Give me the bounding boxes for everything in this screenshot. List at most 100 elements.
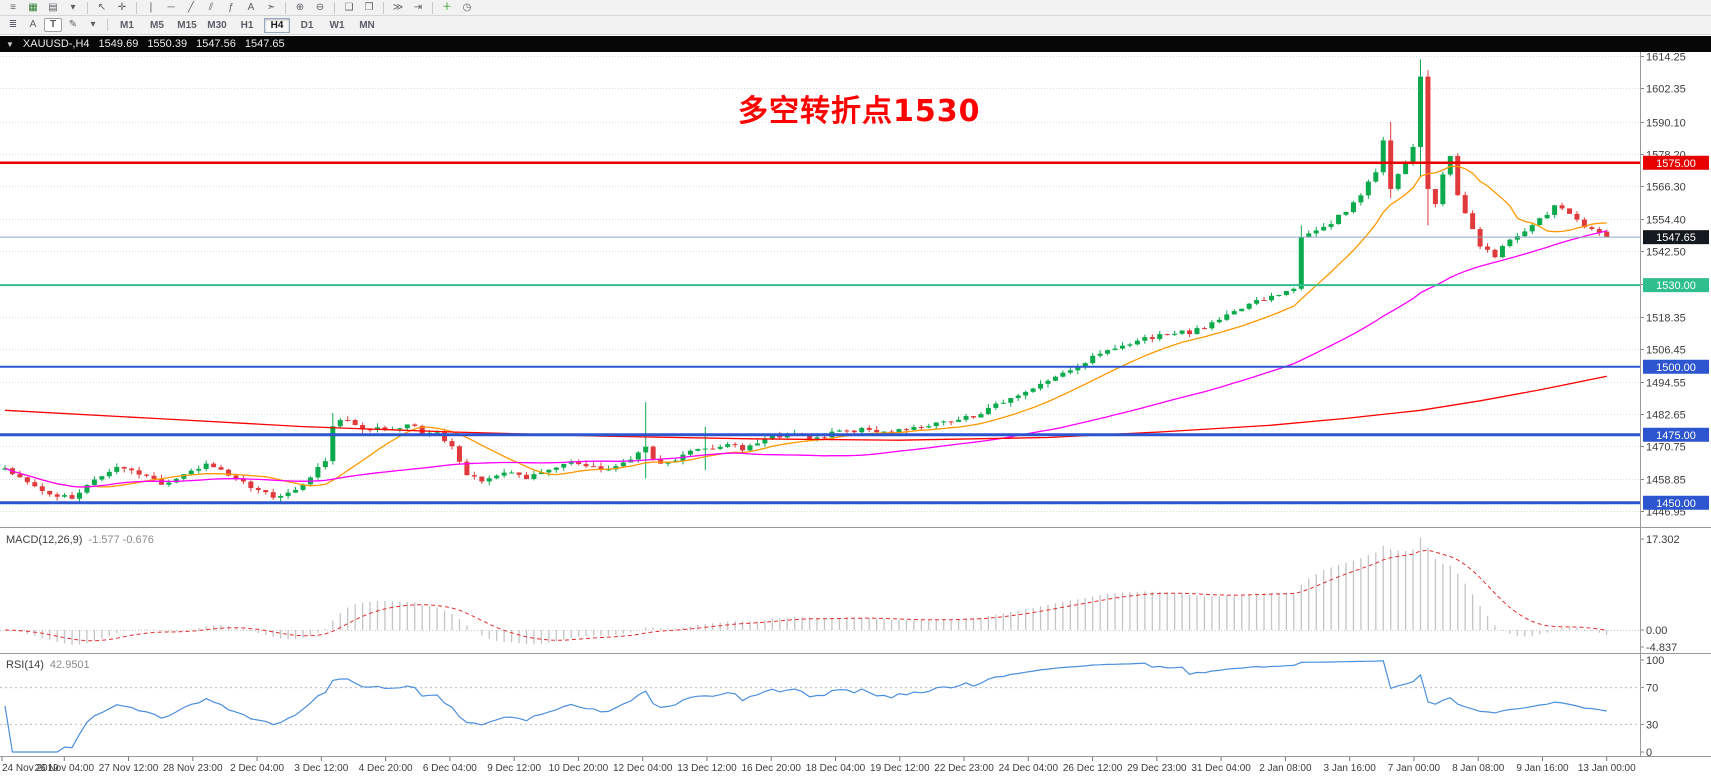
- ohlc-low: 1547.56: [196, 38, 236, 50]
- rsi-label: RSI(14) 42.9501: [6, 659, 90, 671]
- menu-icon[interactable]: ≡: [10, 1, 16, 13]
- macd-axis-tick: 0.00: [1646, 625, 1667, 637]
- collapse-icon[interactable]: ▼: [6, 39, 14, 49]
- macd-axis-tick: 17.302: [1646, 534, 1680, 546]
- rsi-axis-tick: 0: [1646, 747, 1652, 759]
- time-tick: 6 Dec 04:00: [423, 763, 477, 774]
- time-tick: 18 Dec 04:00: [806, 763, 866, 774]
- time-tick: 10 Dec 20:00: [549, 763, 609, 774]
- price-tick: 1566.30: [1646, 182, 1686, 194]
- price-tick: 1494.55: [1646, 378, 1686, 390]
- rsi-value: 42.9501: [49, 659, 90, 671]
- time-tick: 26 Nov 04:00: [35, 763, 95, 774]
- cascade-windows-icon[interactable]: ❐: [364, 1, 374, 13]
- price-tick: 1482.65: [1646, 410, 1686, 422]
- time-tick: 28 Nov 23:00: [163, 763, 223, 774]
- time-tick: 22 Dec 23:00: [934, 763, 994, 774]
- timeframe-d1[interactable]: D1: [300, 19, 314, 31]
- annotate-a-icon[interactable]: A: [29, 19, 37, 30]
- toolbar-separator: [334, 1, 335, 14]
- price-badges: 1575.00 1547.65 1530.00 1500.00 1475.00 1450.…: [1643, 155, 1709, 510]
- timeframe-m1[interactable]: M1: [120, 19, 134, 31]
- current-price-badge: 1547.65: [1656, 232, 1696, 244]
- chart-annotation: 多空转折点1530: [738, 94, 981, 129]
- toolbar-separator: [285, 1, 286, 14]
- macd-label: MACD(12,26,9) -1.577 -0.676: [6, 534, 154, 546]
- text-icon[interactable]: A: [247, 1, 255, 13]
- timeframe-mn[interactable]: MN: [359, 19, 375, 31]
- time-tick: 9 Jan 16:00: [1516, 763, 1569, 774]
- price-tick: 1506.45: [1646, 345, 1686, 357]
- macd-values: -1.577 -0.676: [88, 534, 154, 546]
- profiles-icon[interactable]: ▤: [48, 1, 58, 13]
- time-tick: 3 Jan 16:00: [1324, 763, 1377, 774]
- symbol-label: XAUUSD-,H4: [22, 38, 90, 50]
- crosshair-icon[interactable]: ✛: [117, 1, 127, 13]
- objects-list-icon[interactable]: ≣: [8, 19, 18, 30]
- macd-panel: 17.302 0.00 -4.837: [0, 534, 1680, 654]
- draw-tools-icon[interactable]: ✎: [68, 19, 78, 30]
- chart-shift-icon[interactable]: ⇥: [413, 1, 423, 13]
- level-badge: 1450.00: [1656, 498, 1696, 510]
- timeframe-h4[interactable]: H4: [264, 17, 290, 33]
- time-tick: 19 Dec 12:00: [870, 763, 930, 774]
- moving-averages: [4, 165, 1607, 488]
- zoom-out-icon[interactable]: ⊖: [315, 1, 325, 13]
- timeframe-m5[interactable]: M5: [150, 19, 164, 31]
- toolbar-main: ≡ ▦ ▤ ▾ ↖ ✛ ❘ ─ ╱ ⫽ ƒ A ➣ ⊕ ⊖ ❏ ❐ ≫ ⇥ ＋ ◷: [0, 0, 1711, 16]
- auto-scroll-icon[interactable]: ≫: [392, 1, 404, 13]
- time-tick: 12 Dec 04:00: [613, 763, 673, 774]
- time-tick: 13 Dec 12:00: [677, 763, 737, 774]
- time-tick: 3 Dec 12:00: [294, 763, 348, 774]
- rsi-name: RSI(14): [6, 659, 44, 671]
- zoom-in-icon[interactable]: ⊕: [295, 1, 305, 13]
- time-tick: 13 Jan 00:00: [1578, 763, 1636, 774]
- ohlc-high: 1550.39: [147, 38, 188, 50]
- macd-axis-tick: -4.837: [1646, 642, 1677, 654]
- new-chart-icon[interactable]: ▦: [28, 1, 38, 13]
- toolbar-separator: [136, 1, 137, 14]
- timeframe-m30[interactable]: M30: [207, 19, 227, 31]
- arrow-label-icon[interactable]: ➣: [266, 1, 276, 13]
- vertical-line-icon[interactable]: ❘: [146, 1, 156, 13]
- textbox-icon[interactable]: T: [44, 18, 62, 32]
- ohlc-close: 1547.65: [244, 38, 285, 50]
- chart-canvas[interactable]: 1614.251602.351590.101578.201566.301554.…: [0, 52, 1711, 783]
- cursor-icon[interactable]: ↖: [97, 1, 107, 13]
- rsi-panel: 100 70 30 0: [0, 655, 1664, 759]
- time-tick: 26 Dec 12:00: [1063, 763, 1123, 774]
- time-tick: 24 Nov 2019: [2, 763, 59, 774]
- fibonacci-icon[interactable]: ƒ: [228, 1, 234, 13]
- level-badge: 1530.00: [1656, 280, 1696, 292]
- price-tick: 1602.35: [1646, 84, 1686, 96]
- time-tick: 2 Dec 04:00: [230, 763, 284, 774]
- time-tick: 27 Nov 12:00: [99, 763, 159, 774]
- channel-icon[interactable]: ⫽: [208, 1, 214, 13]
- level-badge: 1575.00: [1656, 158, 1696, 170]
- trendline-icon[interactable]: ╱: [187, 1, 195, 13]
- candlesticks: [2, 59, 1610, 503]
- macd-name: MACD(12,26,9): [6, 534, 83, 546]
- time-tick: 8 Jan 08:00: [1452, 763, 1505, 774]
- draw-tools-dropdown-icon[interactable]: ▾: [90, 19, 96, 30]
- toolbar-timeframes: ≣ A T ✎ ▾ M1 M5 M15 M30 H1 H4 D1 W1 MN: [0, 16, 1711, 35]
- price-tick: 1590.10: [1646, 118, 1686, 130]
- timeframe-w1[interactable]: W1: [329, 19, 345, 31]
- profiles-dropdown-icon[interactable]: ▾: [70, 1, 76, 13]
- periods-icon[interactable]: ◷: [462, 1, 472, 13]
- level-lines[interactable]: [0, 161, 1640, 505]
- price-tick: 1458.85: [1646, 475, 1686, 487]
- rsi-axis-tick: 30: [1646, 719, 1658, 731]
- price-tick: 1518.35: [1646, 313, 1686, 325]
- time-tick: 7 Jan 00:00: [1388, 763, 1441, 774]
- horizontal-line-icon[interactable]: ─: [167, 1, 175, 13]
- timeframe-h1[interactable]: H1: [240, 19, 254, 31]
- indicators-add-icon[interactable]: ＋: [442, 1, 452, 13]
- tile-windows-icon[interactable]: ❏: [344, 1, 354, 13]
- timeframe-m15[interactable]: M15: [177, 19, 197, 31]
- level-badge: 1475.00: [1656, 430, 1696, 442]
- level-badge: 1500.00: [1656, 362, 1696, 374]
- time-tick: 24 Dec 04:00: [999, 763, 1059, 774]
- panel-separators[interactable]: [0, 52, 1711, 757]
